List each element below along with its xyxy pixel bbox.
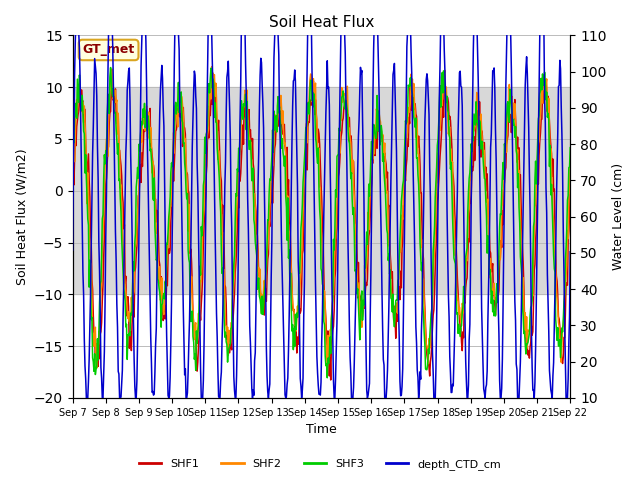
SHF2 <box>77 100 85 106</box>
SHF1 <box>382 161 390 167</box>
SHF3 <box>323 375 331 381</box>
SHF3 <box>397 198 405 204</box>
SHF1 <box>397 268 404 274</box>
Line: depth_CTD_cm: depth_CTD_cm <box>72 17 570 398</box>
SHF1 <box>179 105 187 110</box>
SHF1 <box>566 191 574 196</box>
SHF2 <box>130 291 138 297</box>
depth_CTD_cm <box>83 395 90 401</box>
Y-axis label: Water Level (cm): Water Level (cm) <box>612 163 625 270</box>
SHF3 <box>130 259 138 264</box>
Text: GT_met: GT_met <box>83 44 135 57</box>
SHF2 <box>93 365 100 371</box>
SHF3 <box>68 165 76 170</box>
depth_CTD_cm <box>566 249 574 255</box>
SHF1 <box>327 377 335 383</box>
depth_CTD_cm <box>397 393 405 398</box>
Title: Soil Heat Flux: Soil Heat Flux <box>269 15 374 30</box>
SHF3 <box>180 140 188 145</box>
depth_CTD_cm <box>72 14 80 20</box>
depth_CTD_cm <box>383 384 390 390</box>
depth_CTD_cm <box>181 372 189 378</box>
SHF2 <box>207 88 214 94</box>
SHF1 <box>542 76 550 82</box>
SHF1 <box>68 174 76 180</box>
SHF3 <box>107 65 115 71</box>
depth_CTD_cm <box>68 247 76 253</box>
SHF3 <box>207 75 214 81</box>
SHF3 <box>566 145 574 151</box>
depth_CTD_cm <box>207 14 215 20</box>
SHF1 <box>129 310 136 315</box>
Line: SHF3: SHF3 <box>72 68 570 378</box>
SHF1 <box>205 103 213 109</box>
SHF2 <box>68 160 76 166</box>
Y-axis label: Soil Heat Flux (W/m2): Soil Heat Flux (W/m2) <box>15 148 28 285</box>
SHF1 <box>77 87 85 93</box>
SHF2 <box>208 64 216 70</box>
depth_CTD_cm <box>131 357 138 363</box>
SHF3 <box>383 227 390 232</box>
Bar <box>72 87 570 294</box>
SHF3 <box>77 108 85 113</box>
SHF2 <box>180 130 188 136</box>
SHF2 <box>397 239 405 245</box>
SHF2 <box>383 188 390 194</box>
depth_CTD_cm <box>78 214 86 220</box>
Legend: SHF1, SHF2, SHF3, depth_CTD_cm: SHF1, SHF2, SHF3, depth_CTD_cm <box>135 455 505 474</box>
SHF2 <box>566 159 574 165</box>
X-axis label: Time: Time <box>306 423 337 436</box>
Line: SHF2: SHF2 <box>72 67 570 368</box>
Line: SHF1: SHF1 <box>72 79 570 380</box>
